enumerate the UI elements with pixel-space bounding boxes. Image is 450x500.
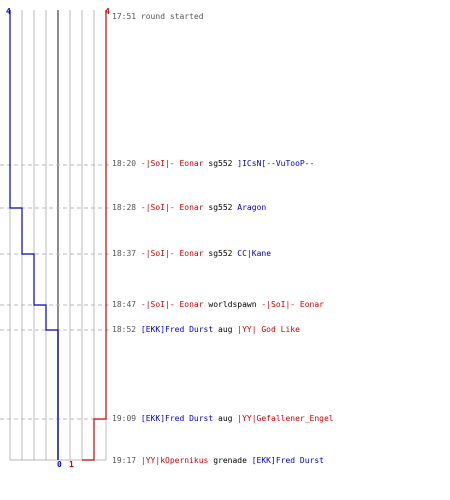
weapon-name: grenade <box>213 456 247 465</box>
weapon-name: worldspawn <box>208 300 257 309</box>
round-start-entry: 17:51 round started <box>112 12 204 22</box>
killer-name: -|SoI|- Eonar <box>140 203 204 212</box>
kill-time: 18:47 <box>112 300 137 309</box>
victim-name: -|SoI|- Eonar <box>261 300 324 309</box>
victim-name: |YY|Gefallener_Engel <box>237 414 334 423</box>
weapon-name: sg552 <box>208 249 233 258</box>
victim-name: ]ICsN[--VuTooP-- <box>237 159 315 168</box>
event-dash-lines <box>0 164 110 420</box>
victim-name: CC|Kane <box>237 249 272 258</box>
killer-name: |YY|kOpernikus <box>140 456 209 465</box>
kill-time: 19:09 <box>112 414 137 423</box>
kill-time: 18:37 <box>112 249 137 258</box>
victim-name: [EKK]Fred Durst <box>251 456 324 465</box>
weapon-name: sg552 <box>208 159 233 168</box>
kill-entry: 18:28 -|SoI|- Eonar sg552 Aragon <box>112 203 266 213</box>
red-team-score-line <box>82 10 107 461</box>
kill-entry: 18:20 -|SoI|- Eonar sg552 ]ICsN[--VuTooP… <box>112 159 314 169</box>
kill-entry: 18:47 -|SoI|- Eonar worldspawn -|SoI|- E… <box>112 300 324 310</box>
killer-name: [EKK]Fred Durst <box>140 325 214 334</box>
score-series <box>9 10 107 461</box>
blue-team-score-line <box>9 10 59 460</box>
kill-entry: 18:37 -|SoI|- Eonar sg552 CC|Kane <box>112 249 271 259</box>
weapon-name: aug <box>218 414 233 423</box>
blue-end-score: 0 <box>57 460 62 469</box>
kill-time: 18:28 <box>112 203 137 212</box>
kill-time: 19:17 <box>112 456 137 465</box>
kill-entry: 18:52 [EKK]Fred Durst aug |YY| God Like <box>112 325 300 335</box>
red-start-score: 4 <box>105 7 110 16</box>
victim-name: Aragon <box>237 203 267 212</box>
kill-entry: 19:17 |YY|kOpernikus grenade [EKK]Fred D… <box>112 456 324 466</box>
killer-name: -|SoI|- Eonar <box>140 300 204 309</box>
round-start-time: 17:51 <box>112 12 137 21</box>
red-end-score: 1 <box>69 460 74 469</box>
killer-name: -|SoI|- Eonar <box>140 249 204 258</box>
kill-entry: 19:09 [EKK]Fred Durst aug |YY|Gefallener… <box>112 414 334 424</box>
weapon-name: sg552 <box>208 203 233 212</box>
weapon-name: aug <box>218 325 233 334</box>
kill-time: 18:20 <box>112 159 137 168</box>
blue-start-score: 4 <box>6 7 11 16</box>
victim-name: |YY| God Like <box>237 325 300 334</box>
killer-name: [EKK]Fred Durst <box>140 414 214 423</box>
killer-name: -|SoI|- Eonar <box>140 159 204 168</box>
kill-time: 18:52 <box>112 325 137 334</box>
round-start-message: round started <box>140 12 204 21</box>
